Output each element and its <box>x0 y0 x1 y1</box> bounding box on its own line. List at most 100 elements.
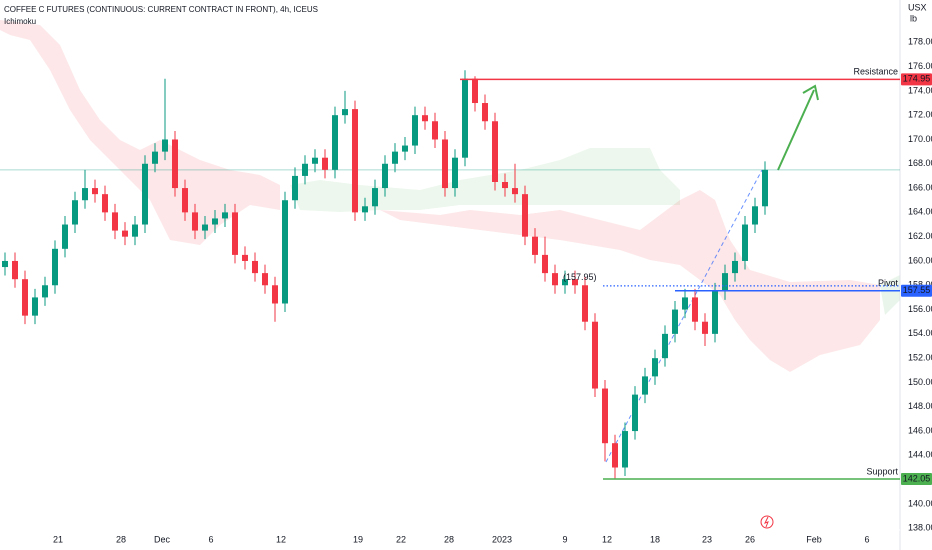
candle-body <box>742 224 748 261</box>
candle-body <box>672 309 678 334</box>
projection-arrow <box>777 89 815 171</box>
y-tick-label: 162.00 <box>908 231 932 241</box>
event-icon-bolt <box>764 516 769 528</box>
candle-body <box>32 297 38 316</box>
y-tick-label: 172.00 <box>908 110 932 120</box>
candle-body <box>462 78 468 158</box>
candle-body <box>232 212 238 255</box>
candle-body <box>242 254 248 261</box>
candle-body <box>502 181 508 189</box>
candle-body <box>182 188 188 213</box>
y-tick-label: 176.00 <box>908 61 932 71</box>
candle-body <box>452 157 458 189</box>
candle-body <box>102 194 108 213</box>
unit-bottom: lb <box>910 13 917 23</box>
y-tick-label: 150.00 <box>908 377 932 387</box>
x-tick-label: 22 <box>396 534 406 544</box>
level-value-label: (157.95) <box>563 272 597 282</box>
candle-body <box>52 248 58 286</box>
candle-body <box>492 121 498 182</box>
candle-body <box>272 285 278 304</box>
candle-body <box>342 109 348 116</box>
candle-body <box>202 224 208 231</box>
candle-body <box>512 188 518 195</box>
candle-body <box>192 212 198 231</box>
candle-body <box>562 279 568 286</box>
x-tick-label: 12 <box>276 534 286 544</box>
candle-body <box>582 285 588 322</box>
level-name: Resistance <box>853 67 898 77</box>
indicator-name: Ichimoku <box>4 17 36 26</box>
candle-body <box>42 285 48 298</box>
y-tick-label: 158.00 <box>908 280 932 290</box>
unit-top: USX <box>908 2 927 12</box>
candle-body <box>252 260 258 274</box>
candle-body <box>652 358 658 377</box>
candle-body <box>332 115 338 170</box>
candle-body <box>162 139 168 152</box>
cloud-bearish <box>380 190 880 372</box>
candle-body <box>432 121 438 140</box>
x-tick-label: 6 <box>208 534 213 544</box>
candle-body <box>632 394 638 432</box>
candle-body <box>292 175 298 201</box>
candle-body <box>752 206 758 225</box>
candle-body <box>642 376 648 395</box>
candle-body <box>92 188 98 195</box>
candle-body <box>732 260 738 274</box>
trend-line <box>605 169 763 463</box>
x-tick-label: Feb <box>806 534 822 544</box>
candle-body <box>142 163 148 225</box>
x-tick-label: 9 <box>562 534 567 544</box>
candle-body <box>482 103 488 122</box>
cloud-bullish <box>290 148 680 212</box>
y-tick-label: 140.00 <box>908 498 932 508</box>
candle-body <box>542 254 548 274</box>
y-tick-label: 156.00 <box>908 304 932 314</box>
candle-body <box>172 139 178 189</box>
candle-body <box>552 273 558 286</box>
candle-body <box>22 279 28 316</box>
y-tick-label: 148.00 <box>908 401 932 411</box>
y-tick-label: 166.00 <box>908 182 932 192</box>
price-tag-label: 142.05 <box>903 473 931 483</box>
candle-body <box>392 151 398 164</box>
x-tick-label: Dec <box>154 534 171 544</box>
candle-body <box>352 109 358 213</box>
candle-body <box>712 291 718 334</box>
cloud-bearish <box>0 20 280 245</box>
price-tag <box>901 73 932 86</box>
candle-body <box>692 297 698 322</box>
candle-body <box>322 157 328 170</box>
x-tick-label: 12 <box>602 534 612 544</box>
x-tick-label: 6 <box>864 534 869 544</box>
candle-body <box>722 273 728 292</box>
y-tick-label: 160.00 <box>908 255 932 265</box>
y-tick-label: 174.00 <box>908 85 932 95</box>
candle-body <box>382 163 388 189</box>
candle-body <box>222 212 228 219</box>
candle-body <box>312 157 318 164</box>
candle-body <box>132 224 138 237</box>
price-tag-label: 174.95 <box>903 74 931 84</box>
y-tick-label: 168.00 <box>908 158 932 168</box>
candle-body <box>262 273 268 286</box>
price-tag <box>901 473 932 486</box>
arrow-head <box>802 84 819 101</box>
candle-body <box>412 115 418 146</box>
candle-body <box>12 260 18 280</box>
candle-body <box>662 333 668 359</box>
candle-body <box>622 431 628 468</box>
x-tick-label: 26 <box>745 534 755 544</box>
y-tick-label: 146.00 <box>908 425 932 435</box>
candle-body <box>72 200 78 225</box>
x-tick-label: 28 <box>116 534 126 544</box>
y-tick-label: 154.00 <box>908 328 932 338</box>
y-tick-label: 138.00 <box>908 523 932 533</box>
candle-body <box>112 212 118 231</box>
candle-body <box>282 200 288 304</box>
x-tick-label: 18 <box>650 534 660 544</box>
candle-body <box>122 230 128 237</box>
candle-body <box>82 188 88 201</box>
